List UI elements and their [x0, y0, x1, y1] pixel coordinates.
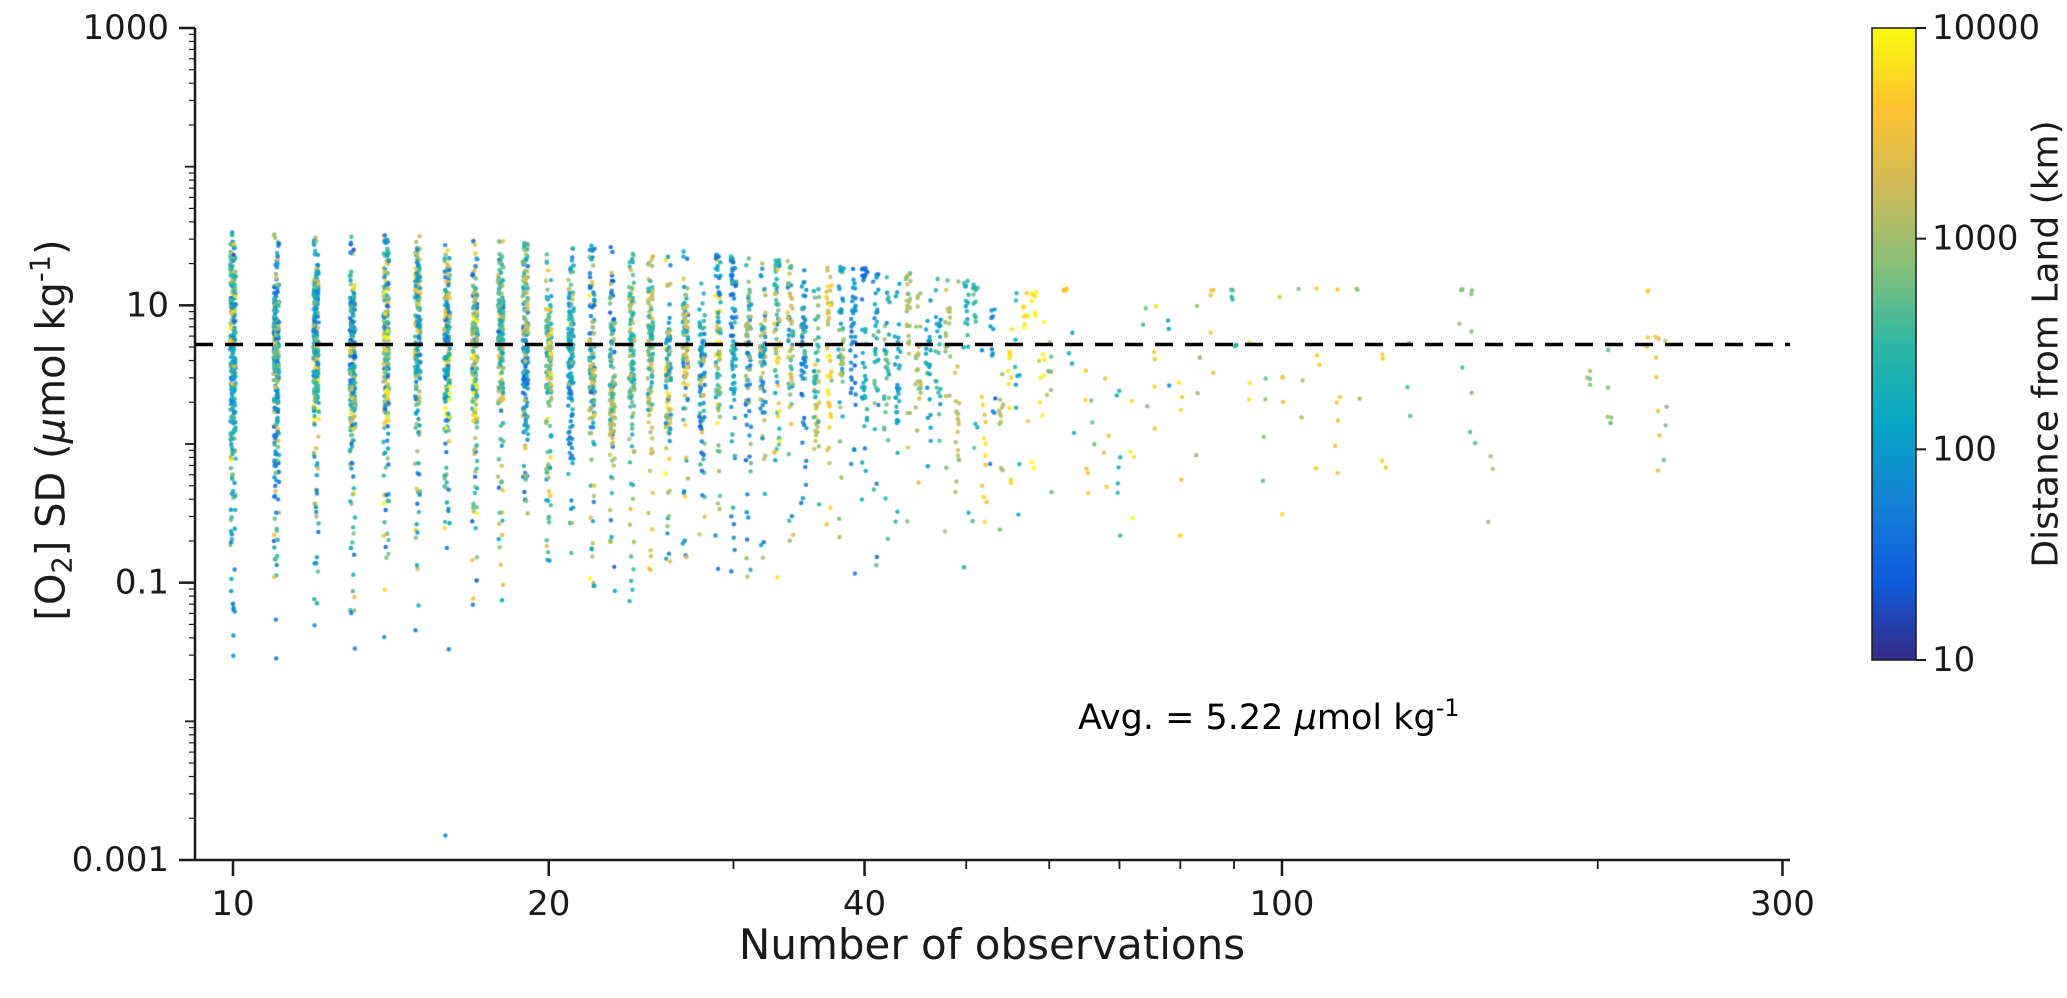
- y-axis-label: [O2] SD (μmol kg-1): [26, 239, 79, 620]
- x-tick-label: 10: [211, 884, 254, 924]
- annotation-part: mol kg: [1316, 698, 1436, 739]
- y-tick-label: 0.001: [72, 840, 169, 880]
- x-axis-label: Number of observations: [738, 920, 1246, 969]
- ylabel-superscript: -1: [25, 254, 57, 283]
- annotation-part: Avg. = 5.22: [1078, 698, 1295, 739]
- y-tick-label: 10: [126, 285, 169, 325]
- x-tick-label: 40: [843, 884, 886, 924]
- ylabel-part: [O: [28, 573, 75, 621]
- ylabel-part: mol kg: [28, 282, 75, 418]
- mu-symbol: μ: [28, 417, 75, 444]
- ylabel-part: ): [28, 239, 75, 255]
- x-tick-label: 100: [1250, 884, 1315, 924]
- x-tick-label: 300: [1750, 884, 1815, 924]
- colorbar-label: Distance from Land (km): [2025, 120, 2067, 568]
- scatter-points-canvas: [195, 28, 1790, 860]
- mu-symbol: μ: [1294, 698, 1317, 739]
- colorbar-gradient: [1872, 28, 1916, 660]
- colorbar-tick-label: 10000: [1932, 8, 2040, 48]
- annotation-superscript: -1: [1435, 694, 1460, 722]
- colorbar-tick-label: 1000: [1932, 219, 2019, 259]
- y-tick-label: 0.1: [115, 563, 169, 603]
- ylabel-part: ] SD (: [28, 443, 75, 557]
- ylabel-subscript: 2: [47, 556, 79, 574]
- colorbar-tick-label: 100: [1932, 429, 1997, 469]
- colorbar-tick-label: 10: [1932, 640, 1975, 680]
- avg-annotation: Avg. = 5.22 μmol kg-1: [1078, 694, 1459, 738]
- y-tick-label: 1000: [82, 8, 169, 48]
- x-tick-label: 20: [527, 884, 570, 924]
- colorbar-frame: [1871, 27, 1917, 661]
